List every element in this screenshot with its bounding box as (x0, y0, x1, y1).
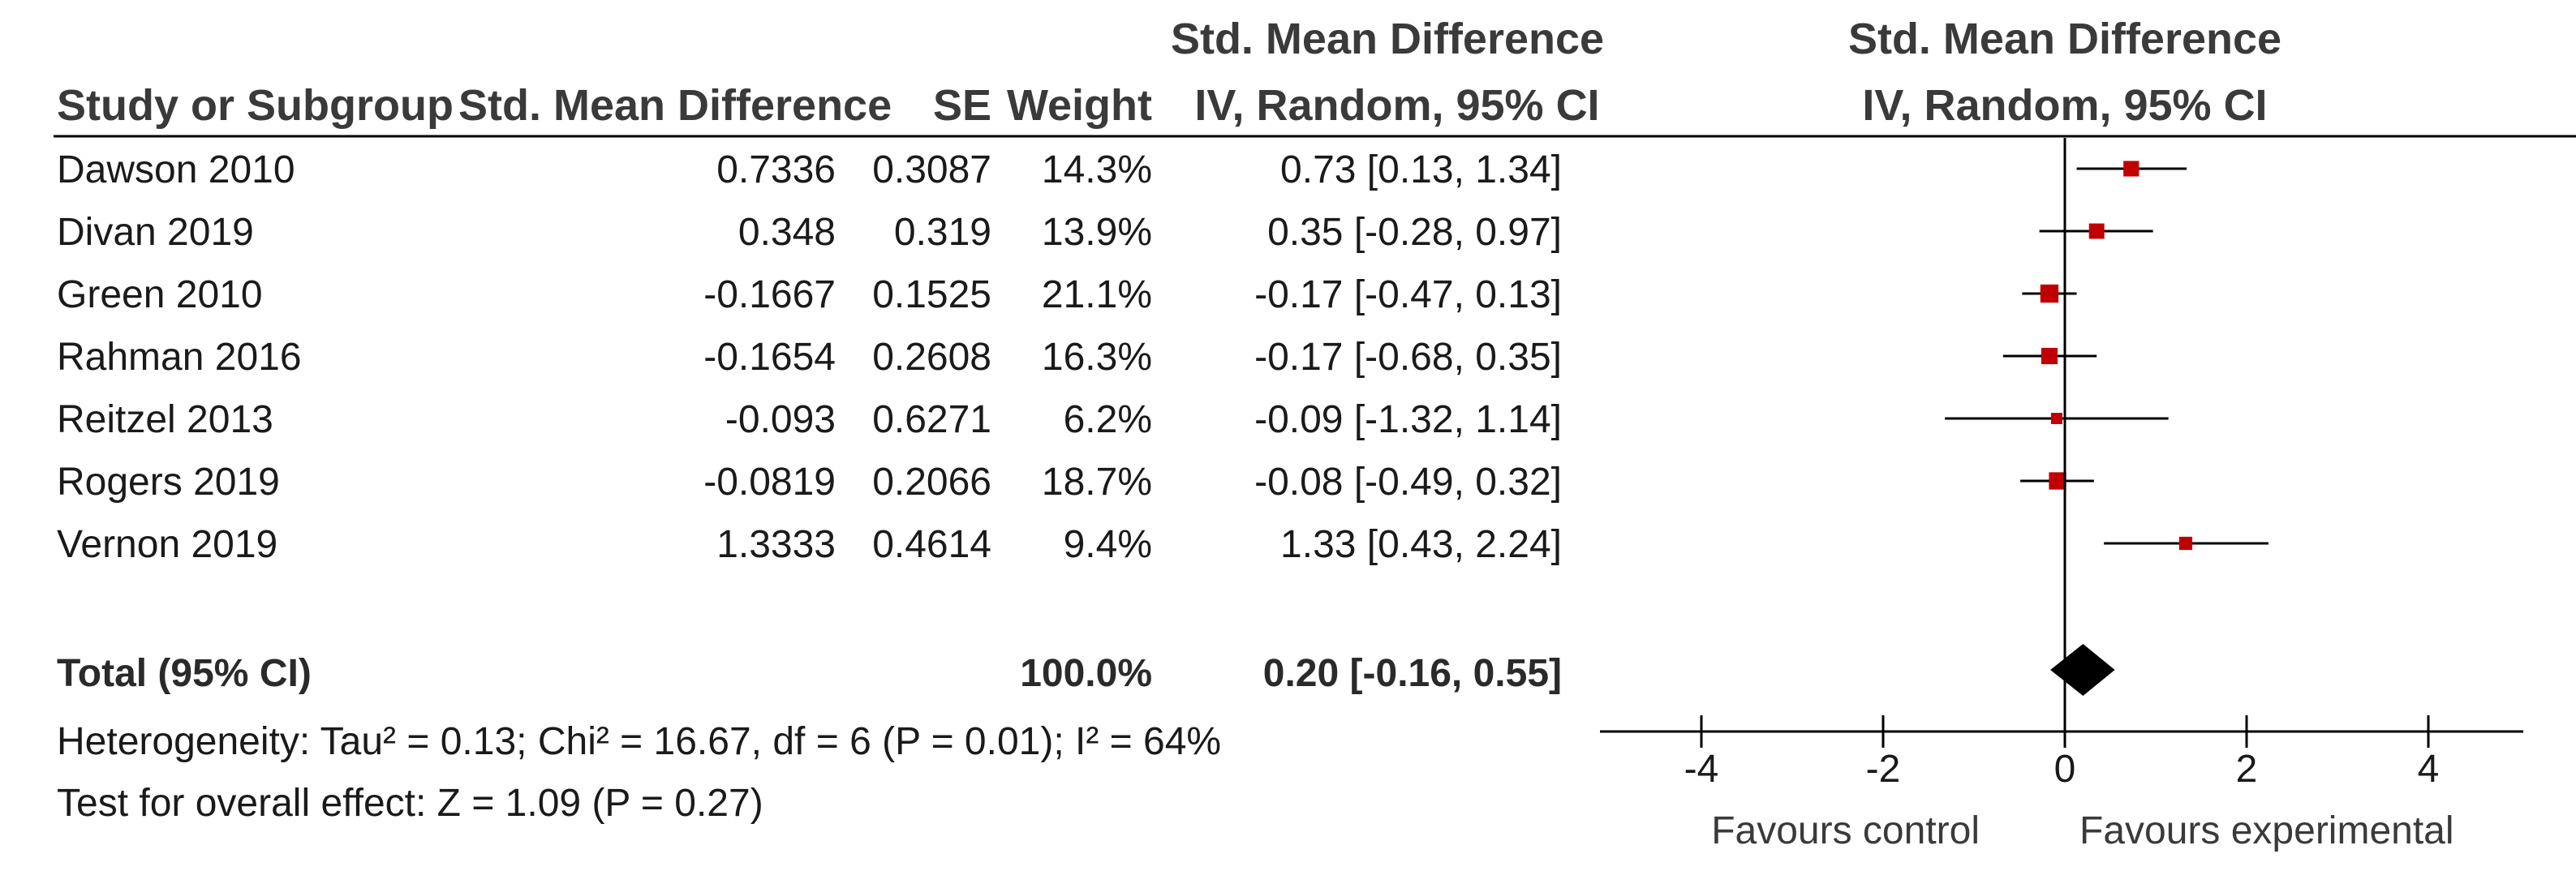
effect-marker (2041, 347, 2058, 365)
study-smd: -0.093 (725, 398, 836, 441)
study-ci: 0.35 [-0.28, 0.97] (1267, 211, 1562, 254)
table-row: Rogers 2019 -0.0819 0.2066 18.7% -0.08 [-0.4… (57, 461, 1562, 504)
study-se: 0.4614 (872, 523, 991, 566)
total-ci: 0.20 [-0.16, 0.55] (1263, 652, 1562, 695)
study-smd: 0.348 (738, 211, 836, 254)
study-se: 0.6271 (872, 398, 991, 441)
table-row: Vernon 2019 1.3333 0.4614 9.4% 1.33 [0.43, 2… (57, 523, 1562, 566)
study-se: 0.319 (894, 211, 991, 254)
study-name: Vernon 2019 (57, 523, 277, 566)
total-diamond (2050, 644, 2115, 696)
header-se: SE (933, 81, 991, 130)
favours-control-label: Favours control (1711, 809, 1980, 852)
x-tick-label: 0 (2054, 748, 2076, 791)
total-weight: 100.0% (1020, 652, 1152, 695)
header-study: Study or Subgroup (57, 81, 454, 130)
study-weight: 16.3% (1042, 336, 1152, 379)
study-ci: -0.09 [-1.32, 1.14] (1254, 398, 1562, 441)
study-weight: 6.2% (1064, 398, 1152, 441)
study-smd: -0.1667 (703, 273, 836, 316)
study-se: 0.2066 (872, 461, 991, 504)
study-weight: 18.7% (1042, 461, 1152, 504)
effect-marker (2123, 161, 2139, 177)
header-plot-top: Std. Mean Difference (1848, 15, 2281, 63)
favours-experimental-label: Favours experimental (2079, 809, 2454, 852)
total-label: Total (95% CI) (57, 652, 312, 695)
study-smd: 0.7336 (716, 148, 836, 191)
study-weight: 14.3% (1042, 148, 1152, 191)
header-plot-bottom: IV, Random, 95% CI (1862, 81, 2267, 130)
study-name: Green 2010 (57, 273, 263, 316)
study-name: Rogers 2019 (57, 461, 280, 504)
study-name: Divan 2019 (57, 211, 254, 254)
x-tick-label: 4 (2418, 748, 2440, 791)
x-tick-label: 2 (2236, 748, 2258, 791)
study-name: Rahman 2016 (57, 336, 302, 379)
table-row: Reitzel 2013 -0.093 0.6271 6.2% -0.09 [-1.32… (57, 398, 1562, 441)
effect-marker (2088, 223, 2105, 239)
header-smd: Std. Mean Difference (458, 81, 892, 130)
effect-marker (2049, 472, 2066, 490)
effect-marker (2178, 536, 2193, 551)
study-ci: -0.08 [-0.49, 0.32] (1254, 461, 1562, 504)
x-tick-label: -2 (1866, 748, 1901, 791)
study-ci: 0.73 [0.13, 1.34] (1280, 148, 1562, 191)
table-row: Rahman 2016 -0.1654 0.2608 16.3% -0.17 [-0.6… (57, 336, 1562, 379)
table-row: Dawson 2010 0.7336 0.3087 14.3% 0.73 [0.13, … (57, 148, 1562, 191)
study-ci: -0.17 [-0.47, 0.13] (1254, 273, 1562, 316)
effect-marker (2050, 413, 2062, 424)
heterogeneity-text: Heterogeneity: Tau² = 0.13; Chi² = 16.67… (57, 720, 1221, 763)
table-row: Green 2010 -0.1667 0.1525 21.1% -0.17 [-0.47… (57, 273, 1562, 316)
study-se: 0.1525 (872, 273, 991, 316)
study-se: 0.3087 (872, 148, 991, 191)
study-rows: Dawson 2010 0.7336 0.3087 14.3% 0.73 [0.13, … (57, 148, 1562, 566)
overall-effect-text: Test for overall effect: Z = 1.09 (P = 0… (57, 782, 763, 825)
study-weight: 13.9% (1042, 211, 1152, 254)
header-weight: Weight (1007, 81, 1152, 130)
study-se: 0.2608 (872, 336, 991, 379)
effect-marker (2040, 284, 2059, 303)
study-smd: -0.1654 (703, 336, 836, 379)
study-ci: -0.17 [-0.68, 0.35] (1254, 336, 1562, 379)
x-tick-label: -4 (1684, 748, 1719, 791)
study-smd: -0.0819 (703, 461, 836, 504)
study-name: Reitzel 2013 (57, 398, 273, 441)
study-ci: 1.33 [0.43, 2.24] (1280, 523, 1562, 566)
study-weight: 9.4% (1064, 523, 1152, 566)
plot-area: -4 -2 0 2 4 (1600, 138, 2523, 791)
table-row: Divan 2019 0.348 0.319 13.9% 0.35 [-0.28, 0.… (57, 211, 1562, 254)
header-ci-top: Std. Mean Difference (1171, 15, 1604, 63)
study-name: Dawson 2010 (57, 148, 295, 191)
study-weight: 21.1% (1042, 273, 1152, 316)
header-ci-bottom: IV, Random, 95% CI (1194, 81, 1599, 130)
study-smd: 1.3333 (716, 523, 836, 566)
